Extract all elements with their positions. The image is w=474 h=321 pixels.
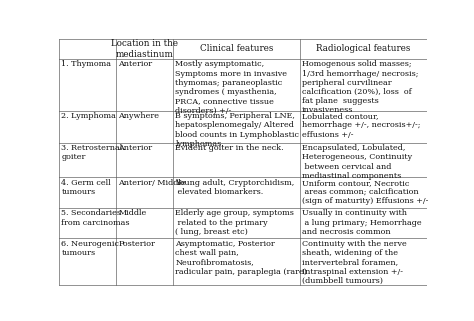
Bar: [173, 239, 300, 285]
Text: Posterior: Posterior: [118, 240, 155, 248]
Bar: [116, 59, 173, 111]
Text: Middle: Middle: [118, 209, 146, 217]
Text: Elderly age group, symptoms
 related to the primary
( lung, breast etc): Elderly age group, symptoms related to t…: [175, 209, 294, 236]
Text: Young adult, Cryptorchidism,
 elevated biomarkers.: Young adult, Cryptorchidism, elevated bi…: [175, 179, 294, 196]
Text: 2. Lymphoma: 2. Lymphoma: [62, 112, 116, 120]
Text: Anterior: Anterior: [118, 144, 153, 152]
Bar: [173, 208, 300, 239]
Text: 4. Germ cell
tumours: 4. Germ cell tumours: [62, 179, 111, 196]
Text: Usually in continuity with
 a lung primary; Hemorrhage
and necrosis common: Usually in continuity with a lung primar…: [302, 209, 422, 236]
Bar: [59, 59, 116, 111]
Bar: [116, 111, 173, 143]
Bar: [59, 208, 116, 239]
Text: Anywhere: Anywhere: [118, 112, 159, 120]
Bar: [173, 177, 300, 208]
Text: Continuity with the nerve
sheath, widening of the
intervertebral foramen,
Intras: Continuity with the nerve sheath, wideni…: [302, 240, 407, 285]
Bar: [173, 39, 300, 59]
Bar: [59, 239, 116, 285]
Bar: [59, 143, 116, 177]
Bar: [300, 239, 427, 285]
Bar: [300, 59, 427, 111]
Text: Lobulated contour,
hemorrhage +/-, necrosis+/-;
effusions +/-: Lobulated contour, hemorrhage +/-, necro…: [302, 112, 420, 139]
Bar: [300, 143, 427, 177]
Text: Uniform contour, Necrotic
 areas common; calcification
(sign of maturity) Effusi: Uniform contour, Necrotic areas common; …: [302, 179, 428, 205]
Text: 1. Thymoma: 1. Thymoma: [62, 60, 111, 68]
Bar: [300, 177, 427, 208]
Bar: [59, 39, 116, 59]
Text: Asymptomatic, Posterior
chest wall pain,
Neurofibromatosis,
radicular pain, para: Asymptomatic, Posterior chest wall pain,…: [175, 240, 307, 275]
Text: Mostly asymptomatic,
Symptoms more in invasive
thymomas; paraneoplastic
syndrome: Mostly asymptomatic, Symptoms more in in…: [175, 60, 287, 115]
Text: Encapsulated, Lobulated,
Heterogeneous, Continuity
 between cervical and
mediast: Encapsulated, Lobulated, Heterogeneous, …: [302, 144, 412, 180]
Bar: [59, 111, 116, 143]
Text: 6. Neurogenic
tumours: 6. Neurogenic tumours: [62, 240, 119, 257]
Bar: [116, 143, 173, 177]
Bar: [300, 111, 427, 143]
Bar: [116, 39, 173, 59]
Text: Evident goiter in the neck.: Evident goiter in the neck.: [175, 144, 284, 152]
Text: 5. Secondaries
from carcinomas: 5. Secondaries from carcinomas: [62, 209, 130, 227]
Bar: [116, 208, 173, 239]
Bar: [173, 143, 300, 177]
Bar: [300, 208, 427, 239]
Bar: [173, 59, 300, 111]
Bar: [59, 177, 116, 208]
Text: Clinical features: Clinical features: [200, 45, 273, 54]
Bar: [116, 239, 173, 285]
Bar: [173, 111, 300, 143]
Text: Homogenous solid masses;
1/3rd hemorrhage/ necrosis;
peripheral curvilinear
calc: Homogenous solid masses; 1/3rd hemorrhag…: [302, 60, 419, 115]
Text: B symptoms, Peripheral LNE,
hepatosplenomegaly/ Altered
blood counts in Lymphobl: B symptoms, Peripheral LNE, hepatospleno…: [175, 112, 300, 148]
Text: Location in the
mediastinum: Location in the mediastinum: [111, 39, 178, 59]
Bar: [300, 39, 427, 59]
Text: Anterior/ Middle: Anterior/ Middle: [118, 179, 186, 187]
Text: Radiological features: Radiological features: [316, 45, 410, 54]
Text: Anterior: Anterior: [118, 60, 153, 68]
Text: 3. Retrosternal
goiter: 3. Retrosternal goiter: [62, 144, 123, 161]
Bar: [116, 177, 173, 208]
